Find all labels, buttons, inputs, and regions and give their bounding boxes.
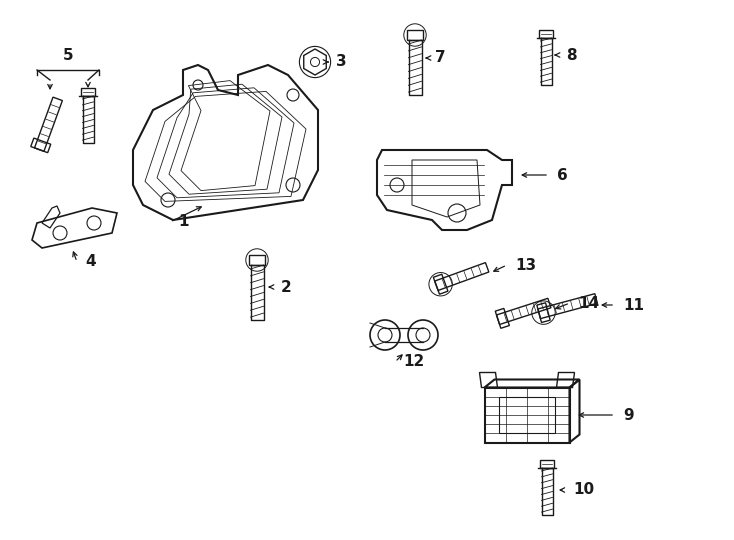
- Text: 6: 6: [557, 167, 568, 183]
- Text: 8: 8: [566, 48, 577, 63]
- Text: 3: 3: [336, 55, 346, 70]
- Text: 11: 11: [623, 298, 644, 313]
- Text: 1: 1: [178, 214, 189, 230]
- Text: 13: 13: [515, 258, 536, 273]
- Text: 4: 4: [85, 254, 95, 269]
- Text: 5: 5: [62, 48, 73, 63]
- Text: 14: 14: [578, 295, 599, 310]
- Text: 10: 10: [573, 483, 594, 497]
- Text: 12: 12: [403, 354, 424, 369]
- Text: 7: 7: [435, 51, 446, 65]
- Text: 2: 2: [281, 280, 291, 294]
- Text: 9: 9: [623, 408, 633, 422]
